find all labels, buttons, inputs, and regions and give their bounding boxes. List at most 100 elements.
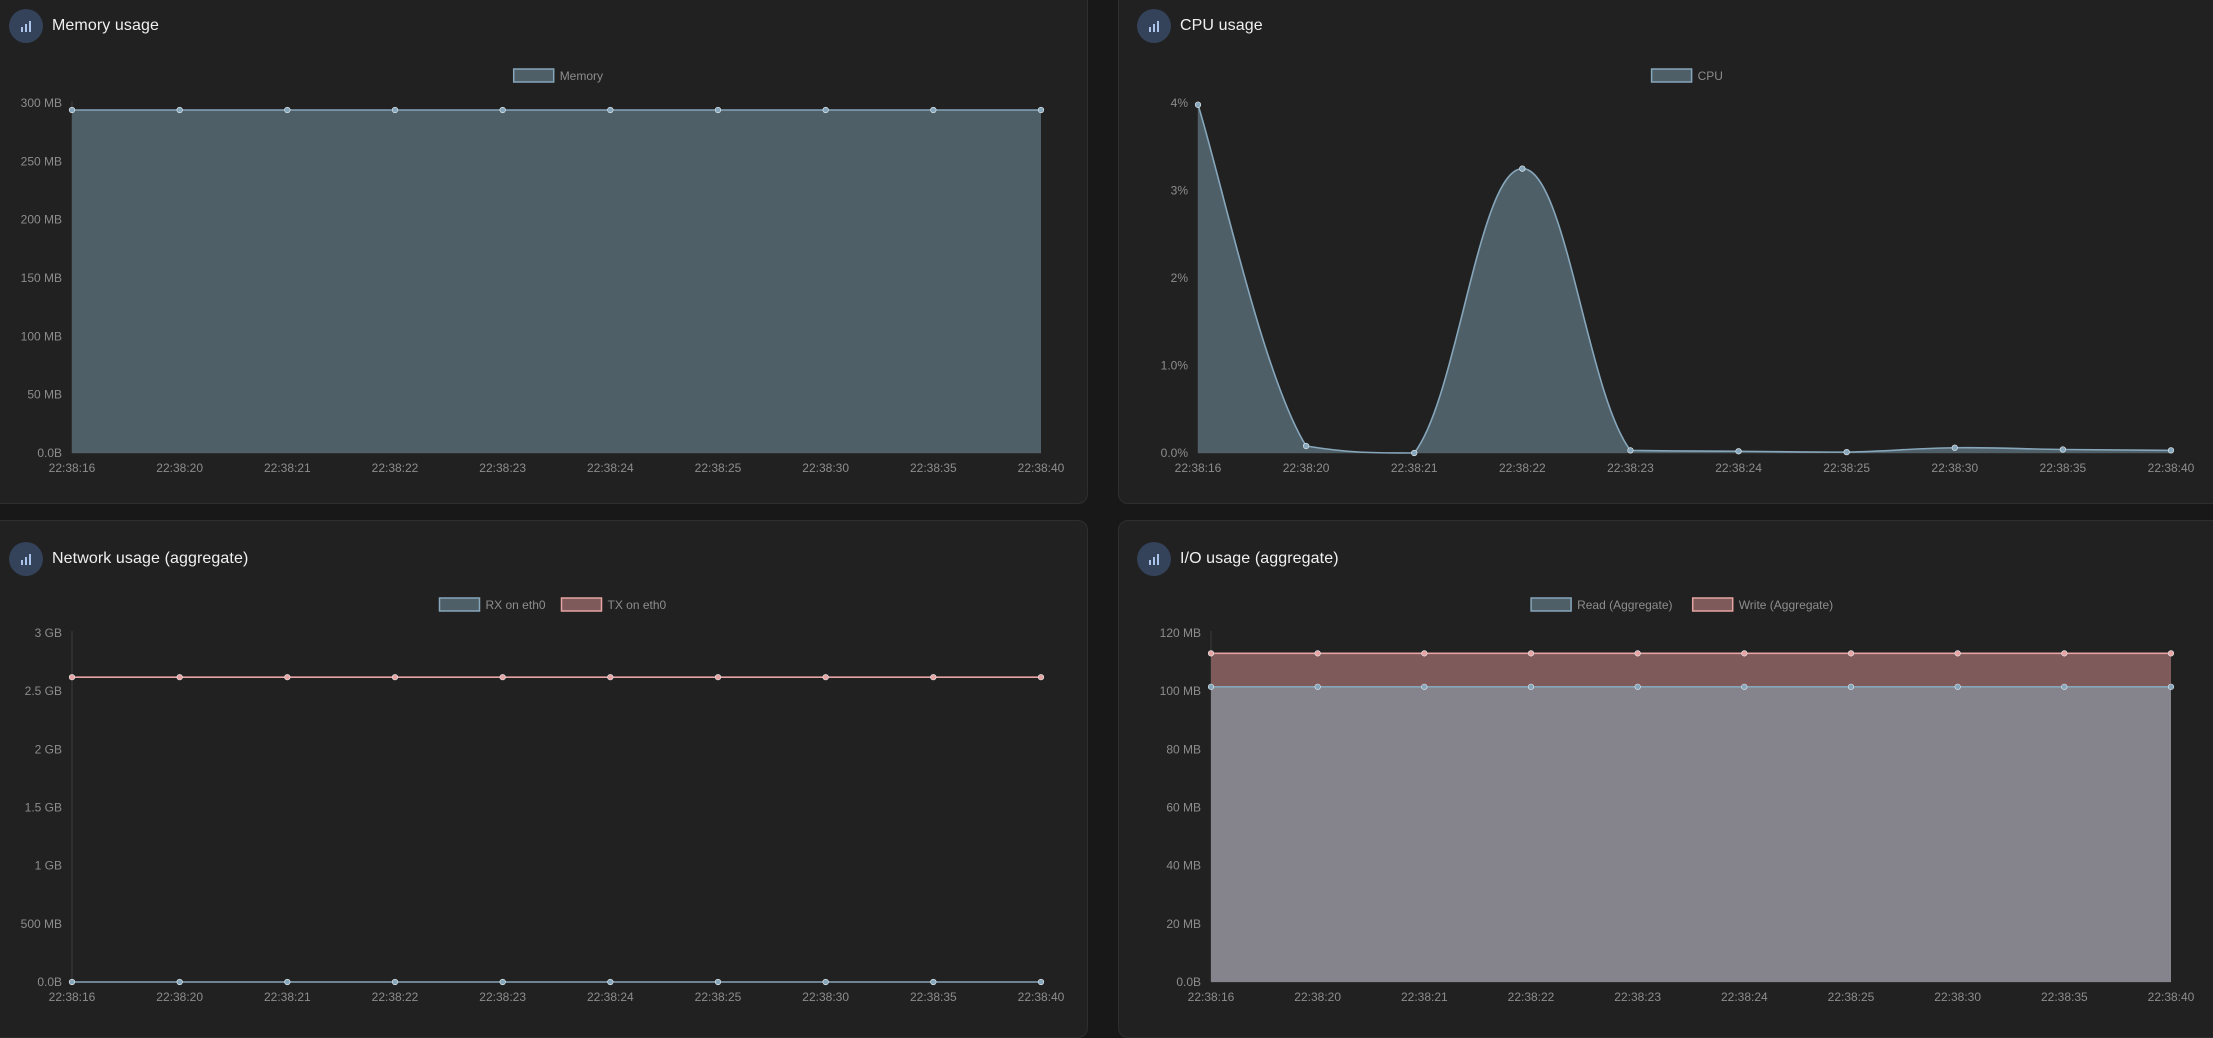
io-panel-header: I/O usage (aggregate) — [1137, 542, 1339, 576]
x-tick-label: 22:38:22 — [1508, 990, 1555, 1004]
y-tick-label: 200 MB — [21, 213, 62, 227]
data-point — [284, 978, 291, 986]
y-tick-label: 2% — [1171, 271, 1189, 285]
legend-swatch — [438, 597, 481, 612]
x-tick-label: 22:38:35 — [910, 461, 957, 475]
y-tick-label: 80 MB — [1166, 742, 1201, 756]
x-tick-label: 22:38:22 — [1499, 461, 1546, 475]
legend-swatch — [1530, 597, 1572, 612]
x-tick-label: 22:38:40 — [2148, 990, 2195, 1004]
write-area — [1211, 653, 2171, 687]
data-point — [1314, 650, 1321, 657]
data-point — [499, 978, 506, 986]
data-point — [930, 978, 937, 986]
data-point — [1037, 674, 1045, 681]
legend-swatch — [1650, 68, 1693, 83]
y-tick-label: 0.0% — [1161, 446, 1189, 460]
x-tick-label: 22:38:21 — [264, 990, 311, 1004]
x-tick-label: 22:38:30 — [802, 990, 849, 1004]
bar-chart-icon — [1137, 9, 1171, 43]
cpu-usage-panel: CPU usage 0.0% 1.0% 2% 3% 4% 22:38:16 22:38:20… — [1118, 0, 2213, 504]
data-point — [1037, 106, 1045, 114]
data-point — [2167, 650, 2175, 657]
data-point — [68, 106, 76, 114]
data-point — [1207, 683, 1215, 690]
data-point — [1207, 650, 1215, 657]
legend-swatch — [560, 597, 603, 612]
x-tick-label: 22:38:16 — [49, 461, 96, 475]
x-tick-label: 22:38:40 — [2148, 461, 2195, 475]
data-point — [714, 106, 722, 114]
data-point — [1303, 442, 1310, 450]
x-tick-label: 22:38:16 — [49, 990, 96, 1004]
data-point — [1634, 683, 1641, 690]
y-tick-label: 250 MB — [21, 154, 62, 168]
x-tick-label: 22:38:16 — [1188, 990, 1235, 1004]
data-point — [1847, 683, 1855, 690]
x-tick-label: 22:38:24 — [1715, 461, 1762, 475]
data-point — [714, 674, 722, 681]
data-point — [391, 106, 399, 114]
cpu-panel-header: CPU usage — [1137, 9, 1263, 43]
read-area — [1211, 686, 2171, 982]
legend-label: RX on eth0 — [486, 598, 546, 612]
memory-chart: 0.0B 50 MB 100 MB 150 MB 200 MB 250 MB 300 MB 2… — [21, 68, 1065, 475]
legend-label: Memory — [560, 69, 603, 83]
data-point — [284, 674, 291, 681]
x-tick-label: 22:38:23 — [479, 990, 526, 1004]
data-point — [607, 978, 614, 986]
data-point — [930, 674, 937, 681]
x-tick-label: 22:38:22 — [372, 990, 419, 1004]
y-tick-label: 0.0B — [1176, 975, 1201, 989]
y-tick-label: 3% — [1171, 184, 1189, 198]
x-tick-label: 22:38:20 — [156, 461, 203, 475]
x-tick-label: 22:38:25 — [1823, 461, 1870, 475]
data-point — [1627, 447, 1634, 454]
y-tick-label: 300 MB — [21, 96, 62, 110]
data-point — [1519, 165, 1526, 172]
io-chart: 0.0B 20 MB 40 MB 60 MB 80 MB 100 MB 120 MB 22:3… — [1160, 597, 2195, 1004]
y-tick-label: 20 MB — [1166, 917, 1201, 931]
legend-swatch — [1691, 597, 1734, 612]
x-tick-label: 22:38:22 — [372, 461, 419, 475]
x-tick-label: 22:38:30 — [1934, 990, 1981, 1004]
data-point — [1741, 683, 1748, 690]
data-point — [822, 674, 829, 681]
memory-usage-panel: Memory usage 0.0B 50 MB 100 MB 150 MB 200 MB… — [0, 0, 1088, 504]
data-point — [1634, 650, 1641, 657]
legend-label: CPU — [1698, 69, 1723, 83]
x-tick-label: 22:38:35 — [910, 990, 957, 1004]
legend-label: Write (Aggregate) — [1739, 598, 1833, 612]
y-tick-label: 100 MB — [21, 329, 62, 343]
data-point — [1741, 650, 1748, 657]
legend-swatch — [512, 68, 555, 83]
data-point — [68, 978, 76, 986]
data-point — [1954, 650, 1961, 657]
x-tick-label: 22:38:23 — [1607, 461, 1654, 475]
x-tick-label: 22:38:16 — [1175, 461, 1222, 475]
data-point — [499, 674, 506, 681]
legend-label: Read (Aggregate) — [1577, 598, 1672, 612]
data-point — [607, 106, 614, 114]
data-point — [1314, 683, 1321, 690]
data-point — [176, 978, 183, 986]
network-panel-header: Network usage (aggregate) — [9, 542, 248, 576]
data-point — [1421, 650, 1428, 657]
x-tick-label: 22:38:23 — [479, 461, 526, 475]
y-tick-label: 500 MB — [21, 917, 62, 931]
x-tick-label: 22:38:35 — [2040, 461, 2087, 475]
data-point — [2167, 683, 2175, 690]
x-tick-label: 22:38:25 — [695, 990, 742, 1004]
x-tick-label: 22:38:20 — [1294, 990, 1341, 1004]
panel-title: I/O usage (aggregate) — [1180, 550, 1339, 567]
x-tick-label: 22:38:40 — [1018, 461, 1065, 475]
data-point — [176, 674, 183, 681]
data-point — [2061, 650, 2068, 657]
data-point — [1411, 449, 1418, 457]
cpu-chart: 0.0% 1.0% 2% 3% 4% 22:38:16 22:38:20 22:38:21 22… — [1161, 68, 2195, 475]
panel-title: Memory usage — [52, 17, 160, 34]
series-area — [1198, 104, 2171, 453]
bar-chart-icon — [1137, 542, 1171, 576]
y-tick-label: 4% — [1171, 96, 1189, 110]
data-point — [822, 978, 829, 986]
